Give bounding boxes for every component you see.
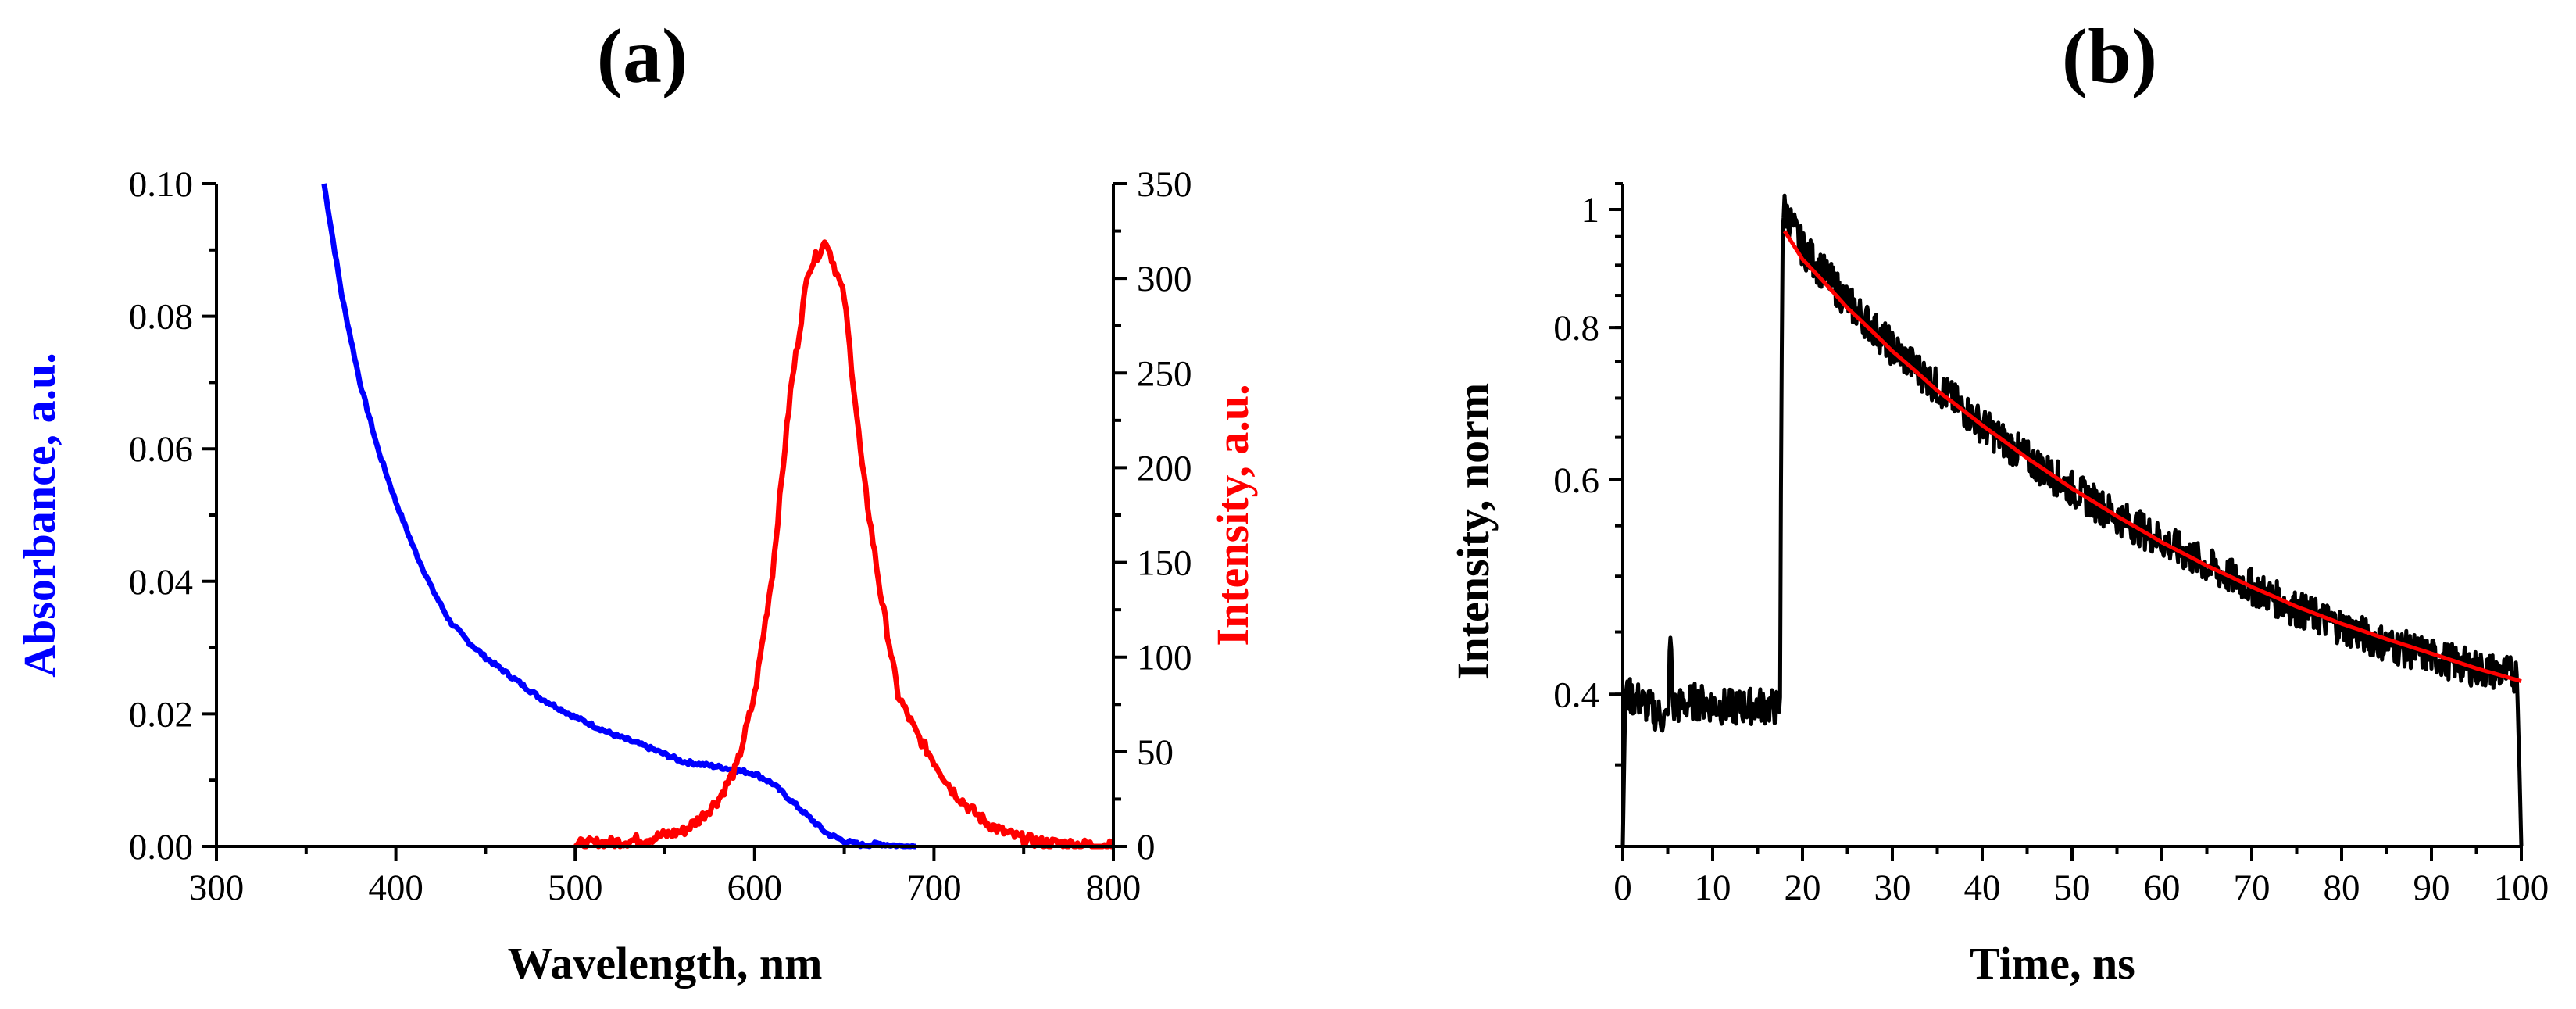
chart-b-x-tick-label: 0 bbox=[1613, 868, 1632, 908]
chart-a-y-right-tick-label: 100 bbox=[1137, 638, 1192, 678]
chart-b-y-tick-label: 1 bbox=[1581, 190, 1600, 231]
chart-a-y-left-tick-label: 0.00 bbox=[129, 827, 193, 868]
chart-b-x-ticks: 0 10 20 30 40 50 60 70 80 90 100 bbox=[1613, 846, 2549, 908]
chart-a-y-left-tick-label: 0.08 bbox=[129, 297, 193, 338]
chart-a-y-left-tick-label: 0.02 bbox=[129, 694, 193, 735]
chart-b-y-tick-label: 0.6 bbox=[1553, 460, 1599, 501]
chart-b-y-axis-title: Intensity, norm bbox=[1448, 383, 1499, 680]
chart-b-x-tick-label: 60 bbox=[2144, 868, 2181, 908]
chart-a-y-right-ticks: 0 50 100 150 200 250 300 350 bbox=[1113, 164, 1192, 868]
chart-b-x-tick-label: 30 bbox=[1874, 868, 1911, 908]
chart-b-x-axis-title: Time, ns bbox=[1970, 938, 2135, 989]
chart-a-x-tick-label: 500 bbox=[548, 868, 603, 908]
chart-a-y-left-tick-label: 0.10 bbox=[129, 164, 193, 205]
series-decay-line bbox=[1620, 193, 2524, 847]
series-emission-line bbox=[573, 239, 1115, 850]
chart-b-y-tick-label: 0.8 bbox=[1553, 308, 1599, 349]
chart-a-y-right-tick-label: 250 bbox=[1137, 353, 1192, 394]
chart-a-x-tick-label: 300 bbox=[189, 868, 245, 908]
chart-b-x-tick-label: 20 bbox=[1785, 868, 1821, 908]
chart-a-y-right-tick-label: 150 bbox=[1137, 543, 1192, 584]
chart-a-y-right-tick-label: 350 bbox=[1137, 164, 1192, 205]
chart-a-y-left-ticks: 0.00 0.02 0.04 0.06 0.08 0.10 bbox=[129, 164, 216, 868]
chart-b-x-tick-label: 90 bbox=[2413, 868, 2450, 908]
chart-b-x-tick-label: 40 bbox=[1964, 868, 2001, 908]
chart-b-x-tick-label: 100 bbox=[2494, 868, 2549, 908]
chart-a-y-right-tick-label: 300 bbox=[1137, 259, 1192, 299]
panel-b-label: (b) bbox=[2062, 13, 2157, 99]
chart-a-y-right-tick-label: 0 bbox=[1137, 827, 1156, 868]
chart-a-y-left-axis-title: Absorbance, a.u. bbox=[14, 352, 65, 678]
chart-b-x-tick-label: 80 bbox=[2324, 868, 2360, 908]
chart-b-x-tick-label: 70 bbox=[2234, 868, 2271, 908]
panel-a-label: (a) bbox=[597, 13, 688, 99]
chart-a-x-tick-label: 600 bbox=[727, 868, 783, 908]
chart-a-y-left-tick-label: 0.04 bbox=[129, 562, 193, 603]
chart-a-y-right-tick-label: 200 bbox=[1137, 448, 1192, 488]
chart-a-x-axis-title: Wavelength, nm bbox=[508, 938, 823, 989]
series-fit-line bbox=[1782, 230, 2522, 683]
chart-b: 0 10 20 30 40 50 60 70 80 90 100 0.4 0.6 0.8 1 Time, … bbox=[1448, 182, 2549, 989]
chart-b-x-tick-label: 50 bbox=[2054, 868, 2091, 908]
chart-a: 300 400 500 600 700 800 0.000.020.040.060.080… bbox=[14, 164, 1258, 989]
chart-b-series-group bbox=[1620, 193, 2524, 847]
chart-a-y-left-tick-label: 0.06 bbox=[129, 429, 193, 470]
chart-a-y-right-tick-label: 50 bbox=[1137, 732, 1174, 773]
chart-b-y-tick-label: 0.4 bbox=[1553, 674, 1599, 715]
chart-a-x-ticks: 300 400 500 600 700 800 bbox=[189, 846, 1142, 908]
chart-a-series-group bbox=[321, 183, 1115, 850]
chart-a-y-right-axis-title: Intensity, a.u. bbox=[1207, 384, 1258, 646]
chart-a-x-tick-label: 700 bbox=[906, 868, 962, 908]
chart-b-x-tick-label: 10 bbox=[1695, 868, 1731, 908]
chart-a-x-tick-label: 400 bbox=[368, 868, 423, 908]
chart-b-y-ticks: 0.4 0.6 0.8 1 bbox=[1553, 182, 1623, 848]
series-absorbance-line bbox=[321, 183, 917, 850]
chart-a-x-tick-label: 800 bbox=[1086, 868, 1142, 908]
